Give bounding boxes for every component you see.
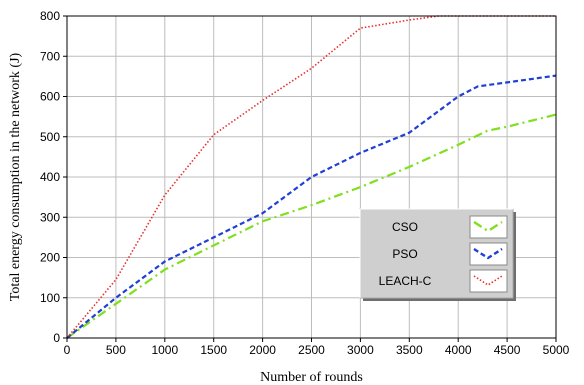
x-tick-label: 1500 [200, 343, 227, 357]
series-line-cso [66, 113, 557, 339]
x-tick-label: 4500 [494, 343, 521, 357]
y-axis: 0 100 200 300 400 500 600 700 800 [40, 9, 67, 345]
x-tick-label: 4000 [445, 343, 472, 357]
x-tick-label: 3000 [347, 343, 374, 357]
y-tick-label: 700 [40, 49, 60, 63]
legend-label: CSO [392, 220, 418, 234]
legend-swatch [473, 247, 503, 260]
legend-swatch [473, 220, 503, 233]
x-tick-label: 2500 [298, 343, 325, 357]
legend-swatch-box [469, 242, 508, 266]
x-tick-label: 3500 [396, 343, 423, 357]
y-tick-label: 200 [40, 251, 60, 265]
y-tick-label: 400 [40, 170, 60, 184]
legend-label: LEACH-C [379, 274, 432, 288]
x-axis-title: Number of rounds [260, 370, 363, 385]
legend-label: PSO [392, 247, 417, 261]
x-tick-label: 1000 [151, 343, 178, 357]
x-tick-label: 5000 [543, 343, 570, 357]
series-line-pso [66, 74, 557, 339]
y-tick-label: 600 [40, 90, 60, 104]
x-tick-label: 0 [64, 343, 71, 357]
y-axis-title: Total energy consumption in the network … [8, 52, 23, 301]
legend-swatch-box [469, 215, 508, 239]
x-tick-label: 500 [106, 343, 126, 357]
y-tick-label: 0 [53, 331, 60, 345]
x-tick-label: 2000 [249, 343, 276, 357]
y-tick-label: 100 [40, 291, 60, 305]
legend: CSO PSO LEACH-C [359, 208, 516, 301]
y-tick-label: 500 [40, 130, 60, 144]
plot-border [66, 15, 557, 339]
y-tick-label: 800 [40, 9, 60, 23]
y-tick-label: 300 [40, 210, 60, 224]
x-axis: 0 500 1000 1500 2000 2500 3000 3500 4000 4500 5000 [64, 338, 570, 357]
legend-swatch-box [469, 269, 508, 293]
